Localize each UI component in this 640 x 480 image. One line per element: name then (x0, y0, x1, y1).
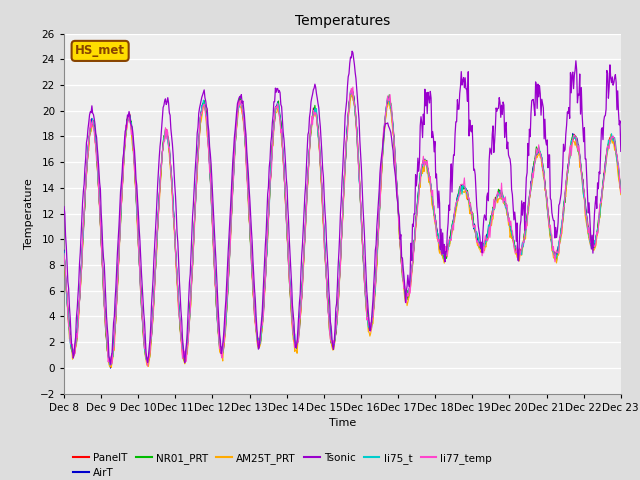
Y-axis label: Temperature: Temperature (24, 178, 34, 249)
Legend: PanelT, AirT, NR01_PRT, AM25T_PRT, Tsonic, li75_t, li77_temp: PanelT, AirT, NR01_PRT, AM25T_PRT, Tsoni… (69, 448, 496, 480)
X-axis label: Time: Time (329, 418, 356, 428)
Text: HS_met: HS_met (75, 44, 125, 58)
Title: Temperatures: Temperatures (295, 14, 390, 28)
